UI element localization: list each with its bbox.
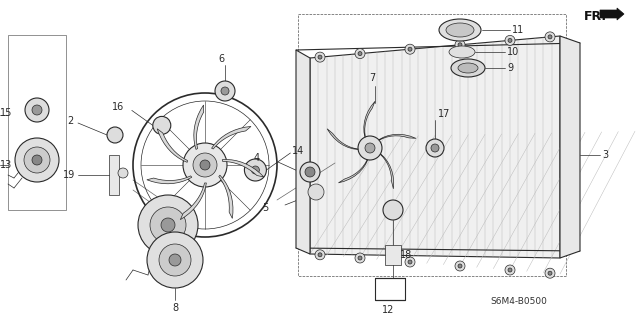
Circle shape [365, 143, 375, 153]
Text: 17: 17 [438, 109, 451, 119]
Circle shape [159, 244, 191, 276]
Text: 3: 3 [602, 150, 608, 160]
Circle shape [107, 127, 123, 143]
Text: FR.: FR. [584, 10, 607, 23]
Text: 15: 15 [0, 108, 12, 118]
Ellipse shape [449, 46, 475, 58]
Circle shape [150, 207, 186, 243]
Ellipse shape [458, 63, 478, 73]
Circle shape [161, 218, 175, 232]
Circle shape [455, 261, 465, 271]
Circle shape [169, 254, 181, 266]
Polygon shape [296, 50, 310, 254]
Circle shape [545, 32, 555, 42]
Bar [385, 245, 401, 265]
Circle shape [458, 264, 462, 268]
Circle shape [315, 250, 325, 260]
Polygon shape [339, 160, 368, 183]
Circle shape [318, 253, 322, 257]
Circle shape [25, 98, 49, 122]
Circle shape [118, 168, 128, 178]
Polygon shape [327, 129, 358, 150]
Polygon shape [157, 129, 188, 162]
Text: S6M4-B0500: S6M4-B0500 [490, 298, 547, 307]
Circle shape [215, 81, 235, 101]
Text: 10: 10 [507, 47, 519, 57]
Text: 19: 19 [63, 170, 75, 180]
Circle shape [358, 136, 382, 160]
Circle shape [147, 232, 203, 288]
Circle shape [244, 159, 266, 181]
Circle shape [405, 257, 415, 267]
Text: 14: 14 [292, 146, 305, 156]
Circle shape [358, 52, 362, 56]
Text: 2: 2 [67, 116, 73, 126]
Circle shape [221, 87, 229, 95]
Polygon shape [212, 126, 251, 149]
Text: 12: 12 [382, 305, 394, 315]
Circle shape [508, 268, 512, 272]
Circle shape [548, 271, 552, 275]
Polygon shape [194, 105, 204, 149]
Circle shape [24, 147, 50, 173]
Circle shape [408, 260, 412, 264]
Bar [8, 35, 66, 210]
Circle shape [32, 155, 42, 165]
Ellipse shape [446, 23, 474, 37]
Bar [298, 14, 566, 276]
Circle shape [252, 166, 259, 174]
Circle shape [15, 138, 59, 182]
Circle shape [508, 38, 512, 42]
Circle shape [200, 160, 210, 170]
Polygon shape [560, 36, 580, 258]
Bar [109, 155, 119, 195]
Circle shape [358, 256, 362, 260]
Circle shape [355, 253, 365, 263]
Text: 8: 8 [172, 303, 178, 313]
Text: 13: 13 [0, 160, 12, 170]
Text: 9: 9 [507, 63, 513, 73]
Text: 16: 16 [111, 102, 124, 112]
Circle shape [505, 265, 515, 275]
Circle shape [426, 139, 444, 157]
Polygon shape [364, 101, 375, 137]
Text: 11: 11 [512, 25, 524, 35]
Circle shape [305, 167, 315, 177]
Circle shape [458, 43, 462, 47]
Circle shape [383, 200, 403, 220]
Circle shape [431, 144, 439, 152]
Circle shape [153, 116, 171, 134]
Polygon shape [147, 176, 192, 184]
Circle shape [315, 52, 325, 62]
Circle shape [455, 40, 465, 50]
Bar [375, 278, 405, 300]
Circle shape [405, 44, 415, 54]
Polygon shape [180, 183, 206, 220]
Polygon shape [380, 154, 394, 189]
Circle shape [548, 35, 552, 39]
Ellipse shape [439, 19, 481, 41]
Polygon shape [219, 175, 233, 219]
Circle shape [505, 35, 515, 45]
Circle shape [193, 153, 217, 177]
Text: 18: 18 [400, 250, 412, 260]
Text: 6: 6 [218, 54, 224, 64]
Circle shape [545, 268, 555, 278]
Circle shape [408, 47, 412, 51]
Text: 4: 4 [254, 153, 260, 163]
Text: 7: 7 [369, 73, 375, 83]
Circle shape [32, 105, 42, 115]
Circle shape [138, 195, 198, 255]
Polygon shape [222, 160, 264, 177]
Circle shape [300, 162, 320, 182]
Circle shape [183, 143, 227, 187]
Text: 5: 5 [262, 203, 268, 213]
Polygon shape [310, 36, 560, 258]
Polygon shape [600, 8, 624, 20]
Ellipse shape [451, 59, 485, 77]
Circle shape [308, 184, 324, 200]
Polygon shape [379, 134, 416, 140]
Circle shape [355, 48, 365, 59]
Circle shape [318, 55, 322, 59]
